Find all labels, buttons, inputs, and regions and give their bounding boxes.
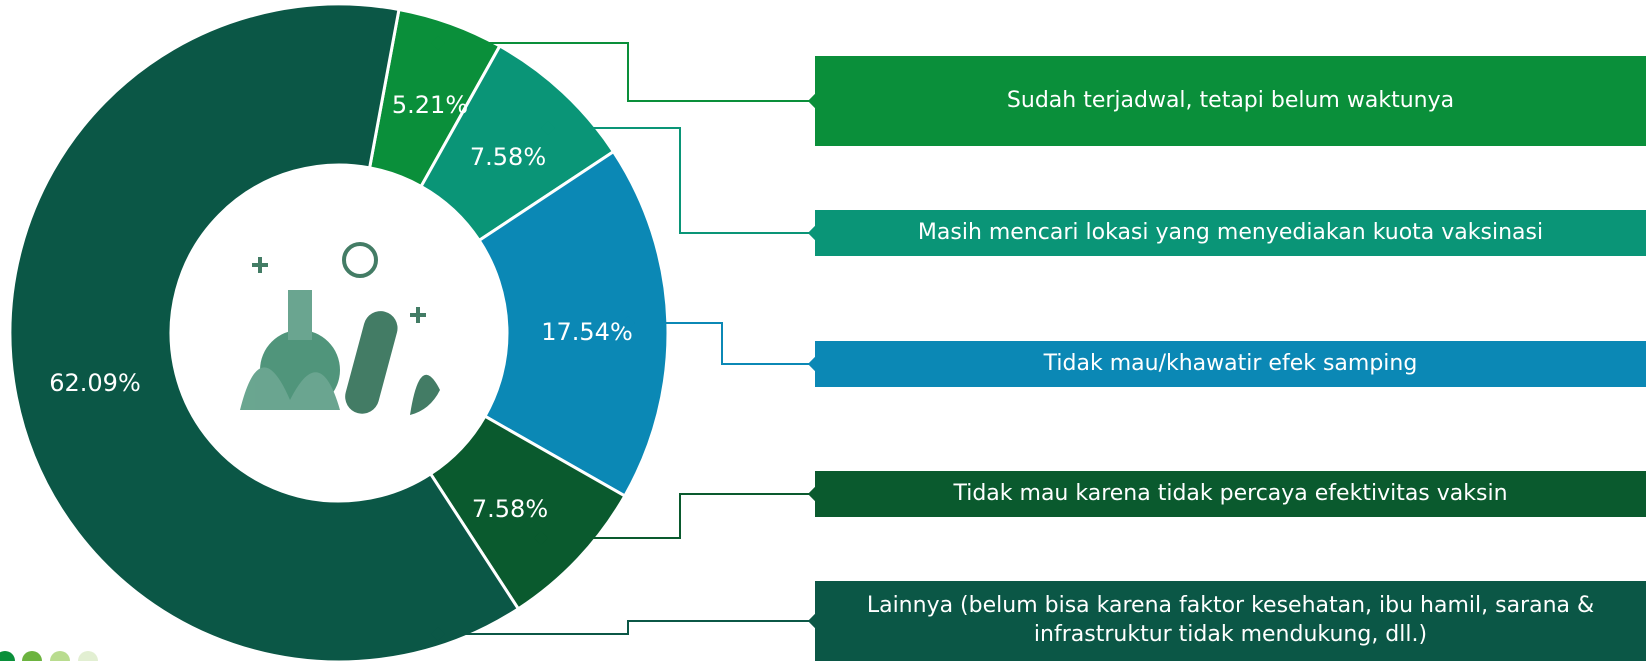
connector (438, 620, 815, 635)
connector-end (540, 120, 556, 136)
donut: 5.21%7.58%17.54%7.58%62.09% (8, 2, 670, 661)
value-label: 17.54% (541, 318, 633, 346)
legend-box: Tidak mau/khawatir efek samping (815, 341, 1646, 387)
connector-end (430, 626, 446, 642)
legend-box: Sudah terjadwal, tetapi belum waktunya (815, 56, 1646, 146)
connector-end (430, 35, 446, 51)
connector (548, 127, 815, 234)
slice (477, 149, 670, 498)
illustration (240, 242, 440, 415)
connector (628, 322, 815, 365)
connector (541, 493, 815, 539)
value-label: 5.21% (392, 91, 468, 119)
connector (438, 42, 815, 102)
connector-end (620, 315, 636, 331)
value-label: 62.09% (49, 369, 141, 397)
legend-box: Masih mencari lokasi yang menyediakan ku… (815, 210, 1646, 256)
value-label: 7.58% (470, 143, 546, 171)
legend-box: Tidak mau karena tidak percaya efektivit… (815, 471, 1646, 517)
value-label: 7.58% (472, 495, 548, 523)
dots (0, 651, 98, 661)
connector-end (533, 530, 549, 546)
legend-box: Lainnya (belum bisa karena faktor keseha… (815, 581, 1646, 661)
slice (8, 2, 521, 661)
